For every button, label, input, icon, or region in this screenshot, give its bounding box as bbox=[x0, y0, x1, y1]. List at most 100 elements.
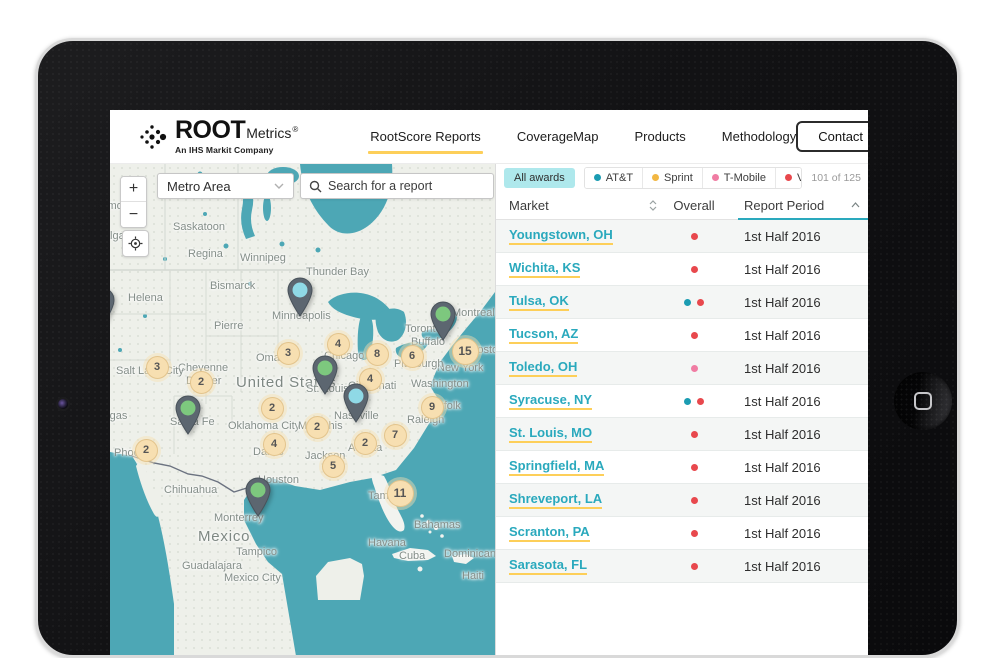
map-cluster-marker[interactable]: 2 bbox=[190, 371, 213, 394]
map-cluster-marker[interactable]: 3 bbox=[277, 342, 300, 365]
verizon-award-dot bbox=[697, 398, 704, 405]
map-cluster-marker[interactable]: 6 bbox=[401, 345, 424, 368]
map-cluster-marker[interactable]: 11 bbox=[387, 480, 414, 507]
filter-carrier-t-mobile[interactable]: T-Mobile bbox=[702, 168, 775, 188]
map-pin-marker[interactable] bbox=[110, 287, 117, 332]
overall-award-dots bbox=[669, 431, 719, 438]
zoom-in-button[interactable]: + bbox=[121, 177, 146, 202]
map-pin-marker[interactable] bbox=[173, 395, 203, 440]
report-period-value: 1st Half 2016 bbox=[719, 262, 868, 277]
market-link-shreveport-la[interactable]: Shreveport, LA bbox=[509, 491, 602, 509]
report-period-value: 1st Half 2016 bbox=[719, 460, 868, 475]
home-button-glyph bbox=[914, 392, 932, 410]
market-header-label: Market bbox=[509, 198, 549, 213]
column-header-overall[interactable]: Overall bbox=[669, 198, 719, 213]
tmobile-award-dot bbox=[691, 365, 698, 372]
report-period-value: 1st Half 2016 bbox=[719, 559, 868, 574]
report-period-value: 1st Half 2016 bbox=[719, 394, 868, 409]
market-link-scranton-pa[interactable]: Scranton, PA bbox=[509, 524, 590, 542]
zoom-out-button[interactable]: − bbox=[121, 202, 146, 227]
verizon-award-dot bbox=[691, 563, 698, 570]
map-cluster-marker[interactable]: 5 bbox=[322, 455, 345, 478]
market-link-sarasota-fl[interactable]: Sarasota, FL bbox=[509, 557, 587, 575]
map-pin-marker[interactable] bbox=[341, 383, 371, 428]
table-row: Sarasota, FL 1st Half 2016 bbox=[496, 550, 868, 583]
contact-button[interactable]: Contact bbox=[796, 121, 868, 152]
map-cluster-marker[interactable]: 3 bbox=[146, 356, 169, 379]
locate-icon bbox=[128, 236, 143, 251]
report-period-value: 1st Half 2016 bbox=[719, 229, 868, 244]
nav-products[interactable]: Products bbox=[634, 110, 685, 163]
table-row: Wichita, KS 1st Half 2016 bbox=[496, 253, 868, 286]
overall-award-dots bbox=[669, 497, 719, 504]
market-link-springfield-ma[interactable]: Springfield, MA bbox=[509, 458, 604, 476]
map-cluster-marker[interactable]: 4 bbox=[263, 433, 286, 456]
map-pin-icon bbox=[110, 287, 117, 327]
filter-all-awards[interactable]: All awards bbox=[504, 168, 575, 188]
verizon-award-dot bbox=[691, 431, 698, 438]
coverage-map[interactable]: EdmontonCalgarySaskatoonReginaWinnipegTh… bbox=[110, 164, 495, 655]
map-cluster-marker[interactable]: 2 bbox=[354, 432, 377, 455]
map-pin-marker[interactable] bbox=[285, 277, 315, 322]
verizon-award-dot bbox=[691, 530, 698, 537]
sort-ascending-icon bbox=[851, 202, 860, 208]
map-pin-marker[interactable] bbox=[310, 355, 340, 400]
map-cluster-marker[interactable]: 2 bbox=[261, 397, 284, 420]
map-label-cuba: Cuba bbox=[399, 550, 425, 562]
map-label-winnipeg: Winnipeg bbox=[240, 252, 286, 264]
market-link-syracuse-ny[interactable]: Syracuse, NY bbox=[509, 392, 592, 410]
market-link-toledo-oh[interactable]: Toledo, OH bbox=[509, 359, 577, 377]
market-link-tulsa-ok[interactable]: Tulsa, OK bbox=[509, 293, 569, 311]
metro-area-dropdown[interactable]: Metro Area bbox=[157, 173, 294, 199]
map-cluster-marker[interactable]: 8 bbox=[366, 343, 389, 366]
map-cluster-marker[interactable]: 2 bbox=[135, 439, 158, 462]
map-pin-marker[interactable] bbox=[428, 301, 458, 346]
map-cluster-marker[interactable]: 4 bbox=[327, 333, 350, 356]
table-row: Tucson, AZ1st Half 2016 bbox=[496, 319, 868, 352]
home-button[interactable] bbox=[894, 372, 952, 430]
nav-coveragemap[interactable]: CoverageMap bbox=[517, 110, 599, 163]
map-cluster-marker[interactable]: 7 bbox=[384, 424, 407, 447]
overall-award-dots bbox=[669, 398, 719, 405]
overall-award-dots bbox=[669, 332, 719, 339]
tablet-frame: ROOT Metrics ® An IHS Markit Company Roo… bbox=[35, 38, 960, 658]
map-label-montreal: Montreal bbox=[452, 307, 495, 319]
map-label-haiti: Haiti bbox=[462, 570, 484, 582]
map-cluster-marker[interactable]: 9 bbox=[421, 396, 444, 419]
table-row: Youngstown, OH 1st Half 2016 bbox=[496, 220, 868, 253]
map-pin-icon bbox=[310, 355, 340, 395]
filter-carrier-sprint[interactable]: Sprint bbox=[642, 168, 702, 188]
column-header-market[interactable]: Market bbox=[509, 198, 669, 213]
t-mobile-dot-icon bbox=[712, 174, 719, 181]
column-header-report-period[interactable]: Report Period bbox=[719, 198, 868, 213]
market-link-st-louis-mo[interactable]: St. Louis, MO bbox=[509, 425, 592, 443]
overall-award-dots bbox=[669, 563, 719, 570]
map-pin-icon bbox=[285, 277, 315, 317]
logo-root-text: ROOT bbox=[175, 118, 245, 143]
market-link-tucson-az[interactable]: Tucson, AZ bbox=[509, 326, 578, 344]
map-pin-icon bbox=[341, 383, 371, 423]
report-period-value: 1st Half 2016 bbox=[719, 361, 868, 376]
map-label-guadalajara: Guadalajara bbox=[182, 560, 242, 572]
report-search-input[interactable] bbox=[328, 179, 485, 193]
map-label-pierre: Pierre bbox=[214, 320, 243, 332]
search-icon bbox=[309, 180, 322, 193]
nav-methodology[interactable]: Methodology bbox=[722, 110, 796, 163]
carrier-label: AT&T bbox=[606, 172, 633, 184]
locate-me-button[interactable] bbox=[122, 230, 149, 257]
filter-carrier-at-t[interactable]: AT&T bbox=[585, 168, 642, 188]
nav-rootscore-reports[interactable]: RootScore Reports bbox=[370, 110, 481, 163]
map-label-helena: Helena bbox=[128, 292, 163, 304]
market-link-wichita-ks[interactable]: Wichita, KS bbox=[509, 260, 580, 278]
map-label-saskatoon: Saskatoon bbox=[173, 221, 225, 233]
verizon-award-dot bbox=[691, 497, 698, 504]
awards-filter-bar: All awards AT&TSprintT-MobileVerizon 101… bbox=[496, 164, 868, 191]
market-link-youngstown-oh[interactable]: Youngstown, OH bbox=[509, 227, 613, 245]
map-cluster-marker[interactable]: 2 bbox=[306, 416, 329, 439]
map-pin-marker[interactable] bbox=[243, 477, 273, 522]
chevron-down-icon bbox=[274, 183, 284, 189]
verizon-award-dot bbox=[697, 299, 704, 306]
filter-carrier-verizon[interactable]: Verizon bbox=[775, 168, 802, 188]
table-row: Scranton, PA1st Half 2016 bbox=[496, 517, 868, 550]
rootmetrics-logo[interactable]: ROOT Metrics ® An IHS Markit Company bbox=[138, 118, 298, 155]
